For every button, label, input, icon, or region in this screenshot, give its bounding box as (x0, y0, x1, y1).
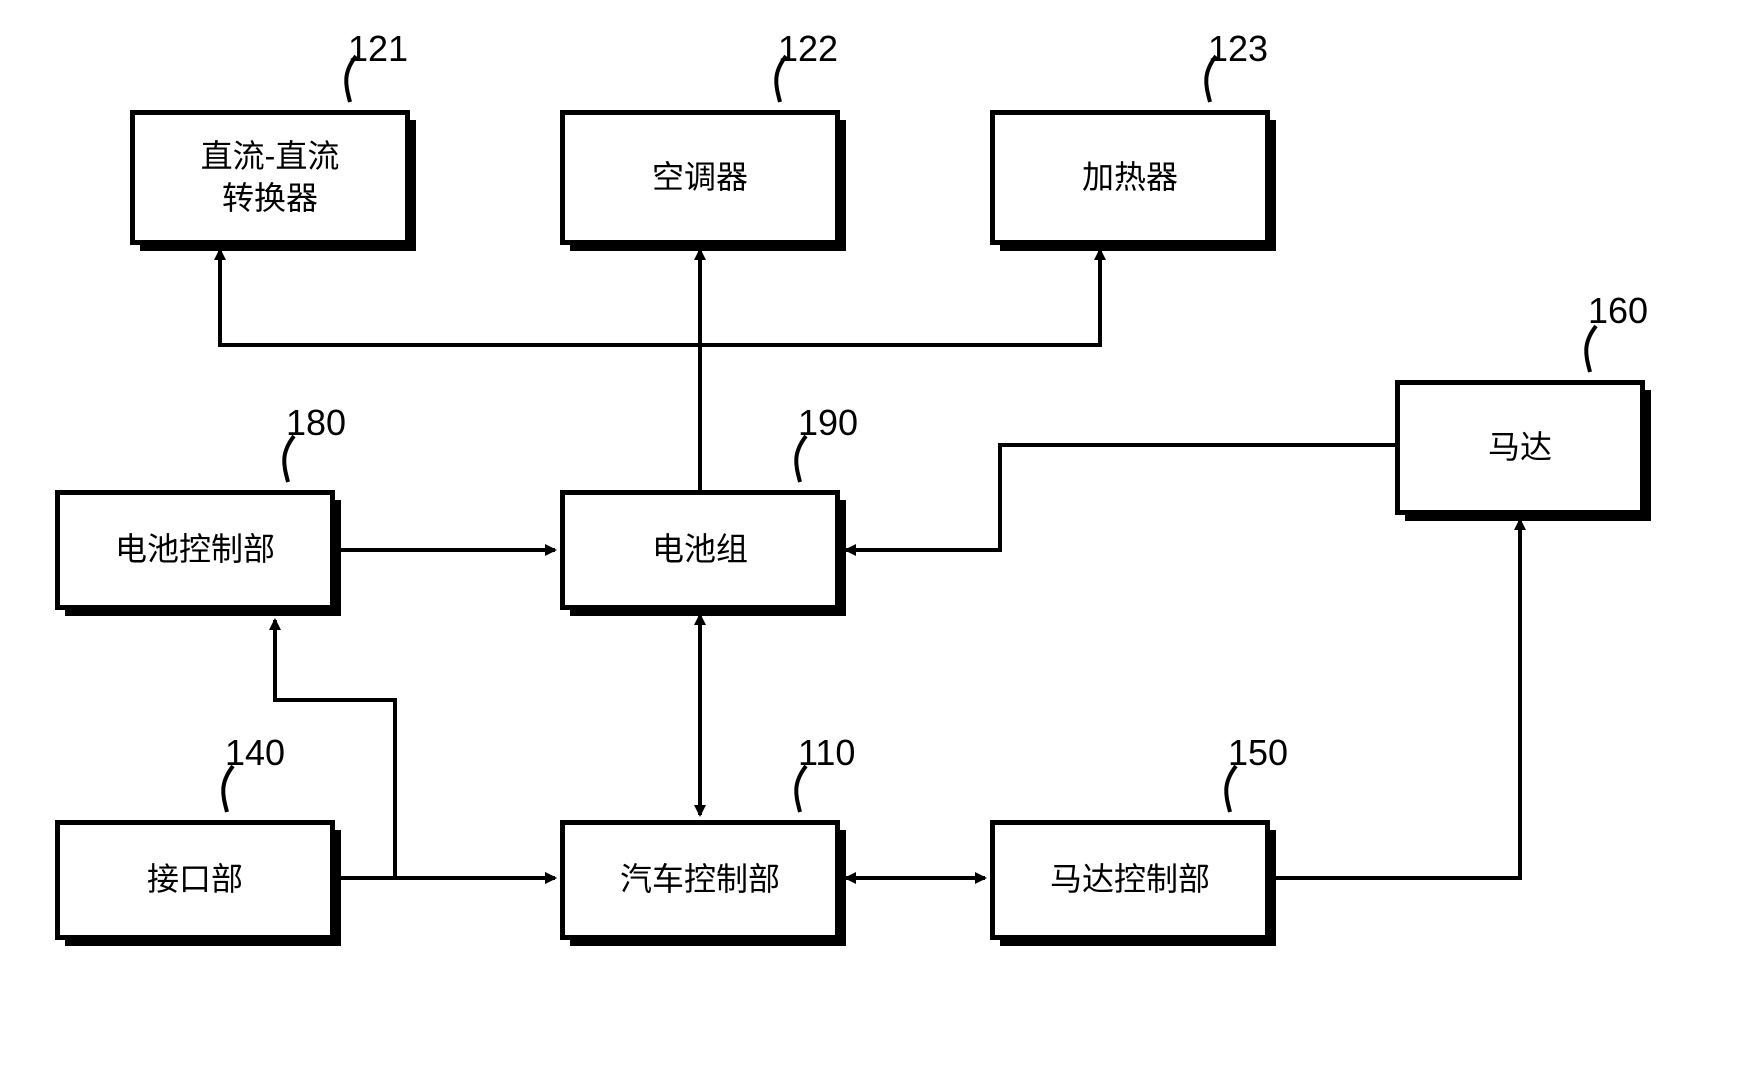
leader-160 (1586, 326, 1596, 372)
box-label: 马达 (1488, 427, 1552, 469)
ref-label-150: 150 (1228, 732, 1288, 774)
arrow-batpack-to-heater (700, 250, 1100, 490)
ref-label-123: 123 (1208, 28, 1268, 70)
ref-label-140: 140 (225, 732, 285, 774)
box-battery-control: 电池控制部 (55, 490, 335, 610)
box-car-control: 汽车控制部 (560, 820, 840, 940)
box-heater: 加热器 (990, 110, 1270, 245)
box-label: 汽车控制部 (620, 859, 780, 901)
box-dcdc-converter: 直流-直流 转换器 (130, 110, 410, 245)
leader-lines (223, 56, 1596, 812)
ref-label-121: 121 (348, 28, 408, 70)
ref-label-180: 180 (286, 402, 346, 444)
ref-label-122: 122 (778, 28, 838, 70)
ref-label-190: 190 (798, 402, 858, 444)
box-label: 接口部 (147, 859, 243, 901)
box-air-conditioner: 空调器 (560, 110, 840, 245)
ref-label-110: 110 (798, 732, 855, 774)
arrow-motor-to-batpack (846, 445, 1395, 550)
box-interface: 接口部 (55, 820, 335, 940)
box-label: 电池组 (652, 529, 748, 571)
box-label: 马达控制部 (1050, 859, 1210, 901)
box-battery-pack: 电池组 (560, 490, 840, 610)
box-label: 加热器 (1082, 157, 1178, 199)
box-label: 直流-直流 转换器 (201, 136, 340, 219)
box-motor-control: 马达控制部 (990, 820, 1270, 940)
arrow-mctrl-to-motor (1276, 520, 1520, 878)
connection-lines (220, 250, 1520, 878)
ref-label-160: 160 (1588, 290, 1648, 332)
box-label: 空调器 (652, 157, 748, 199)
box-label: 电池控制部 (115, 529, 275, 571)
box-motor: 马达 (1395, 380, 1645, 515)
arrow-batpack-to-dcdc (220, 250, 700, 490)
